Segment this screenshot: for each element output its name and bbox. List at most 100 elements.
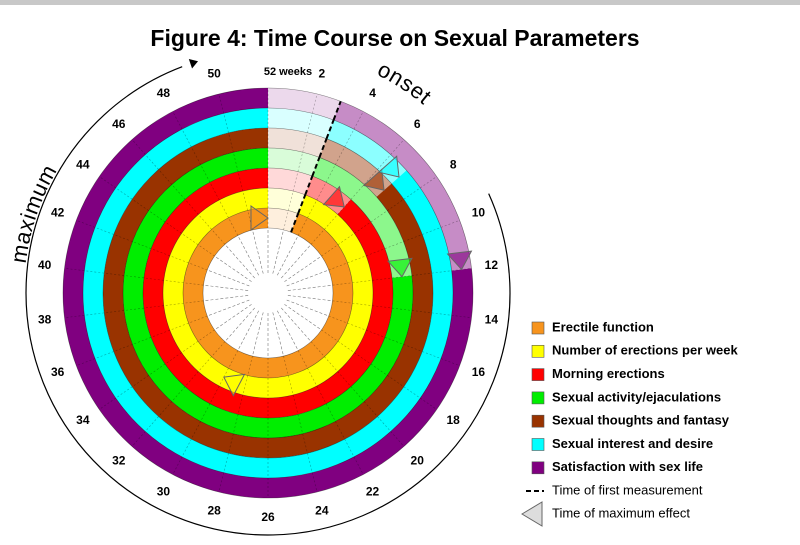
ring-radial xyxy=(332,300,472,319)
ring-border xyxy=(142,167,394,419)
week-label: 44 xyxy=(76,157,90,171)
ring-radial xyxy=(328,220,460,271)
ring-radial xyxy=(76,315,208,366)
onset-label: onset xyxy=(374,56,437,109)
inner-radial xyxy=(203,295,249,302)
legend-swatch xyxy=(531,321,545,335)
first-measurement xyxy=(325,119,335,140)
ring-radial xyxy=(297,350,364,475)
ring-pre-onset xyxy=(268,168,313,195)
legend-label: Time of first measurement xyxy=(552,482,703,497)
chart-title: Figure 4: Time Course on Sexual Paramete… xyxy=(150,25,639,51)
maximum-arrow xyxy=(250,205,269,231)
week-label: 6 xyxy=(414,117,421,131)
week-label: 30 xyxy=(157,484,171,498)
ring-radial xyxy=(64,267,204,286)
ring-radial xyxy=(321,176,437,257)
inner-radial xyxy=(277,235,299,276)
inner-radial xyxy=(237,310,259,351)
inner-radial xyxy=(272,229,284,274)
legend-label: Sexual interest and desire xyxy=(552,436,713,451)
inner-radial xyxy=(281,307,312,342)
week-label: 24 xyxy=(315,504,329,518)
ring-border xyxy=(162,187,374,399)
ring-pre-onset xyxy=(268,128,327,158)
week-label: 26 xyxy=(261,510,275,524)
legend-label: Morning erections xyxy=(552,366,665,381)
inner-radial xyxy=(284,255,322,282)
outer-arc xyxy=(25,66,511,536)
inner-radial xyxy=(224,244,255,279)
ring-radial xyxy=(131,139,226,245)
top-bar xyxy=(0,0,800,5)
ring-rise xyxy=(312,157,412,278)
week-label: 48 xyxy=(157,86,171,100)
week-label: 22 xyxy=(366,484,380,498)
inner-radial xyxy=(203,284,249,291)
first-measurement xyxy=(332,100,342,121)
week-label: 46 xyxy=(112,117,126,131)
week-label: 18 xyxy=(446,413,460,427)
ring-border xyxy=(62,87,474,499)
ring-radial xyxy=(99,329,215,410)
week-label: 34 xyxy=(76,413,90,427)
legend-label: Number of erections per week xyxy=(552,343,738,358)
first-measurement xyxy=(311,157,321,177)
inner-radial xyxy=(284,304,322,331)
legend-label: Erectile function xyxy=(552,319,654,334)
legend-swatch xyxy=(531,414,545,428)
ring-radial xyxy=(172,350,239,475)
inner-radial xyxy=(277,310,299,351)
inner-radial xyxy=(207,269,250,287)
week-label: 28 xyxy=(207,504,221,518)
ring-border xyxy=(82,107,454,479)
ring-radial xyxy=(172,111,239,236)
legend-label: Sexual thoughts and fantasy xyxy=(552,413,730,428)
week-label: 12 xyxy=(485,258,499,272)
ring-radial xyxy=(321,329,437,410)
legend-label: Satisfaction with sex life xyxy=(552,459,703,474)
inner-radial xyxy=(287,295,333,302)
ring-radial xyxy=(297,111,364,236)
legend-swatch xyxy=(531,368,545,381)
maximum-arrow xyxy=(446,250,473,271)
ring-border xyxy=(122,147,414,439)
onset-label-path: onset xyxy=(374,56,436,109)
ring-radial xyxy=(310,341,405,447)
legend-swatch xyxy=(531,438,545,451)
maximum-arrow xyxy=(377,155,400,178)
inner-radial xyxy=(281,244,312,279)
inner-radial xyxy=(252,312,264,357)
week-label: 42 xyxy=(51,205,65,219)
week-label: 38 xyxy=(38,312,52,326)
inner-radial xyxy=(224,307,255,342)
inner-radial xyxy=(252,229,264,274)
ring-pre-onset xyxy=(268,108,334,139)
rings xyxy=(63,88,473,498)
ring-border xyxy=(102,127,434,459)
week-label: 14 xyxy=(485,312,499,326)
inner-radial xyxy=(214,255,252,282)
ring-radial xyxy=(131,341,226,447)
week-label: 36 xyxy=(51,365,65,379)
week-label: 4 xyxy=(369,86,376,100)
week-label: 40 xyxy=(38,258,52,272)
inner-radial xyxy=(287,284,333,291)
ring-radial xyxy=(328,315,460,366)
week-label: 8 xyxy=(450,157,457,171)
legend-swatch xyxy=(531,461,545,475)
ring-pre-onset xyxy=(268,148,320,177)
first-measurement xyxy=(304,175,314,196)
maximum-arrow xyxy=(362,168,385,191)
inner-radial xyxy=(272,312,284,357)
arc-arrowhead xyxy=(188,59,199,69)
ring-border xyxy=(202,227,334,359)
inner-radial xyxy=(286,299,329,317)
ring-pre-onset xyxy=(268,88,341,121)
week-label: 16 xyxy=(472,365,486,379)
ring-pre-onset xyxy=(268,208,299,233)
ring-radial xyxy=(218,356,253,493)
inner-radial xyxy=(286,269,329,287)
legend-label: Sexual activity/ejaculations xyxy=(552,389,721,404)
